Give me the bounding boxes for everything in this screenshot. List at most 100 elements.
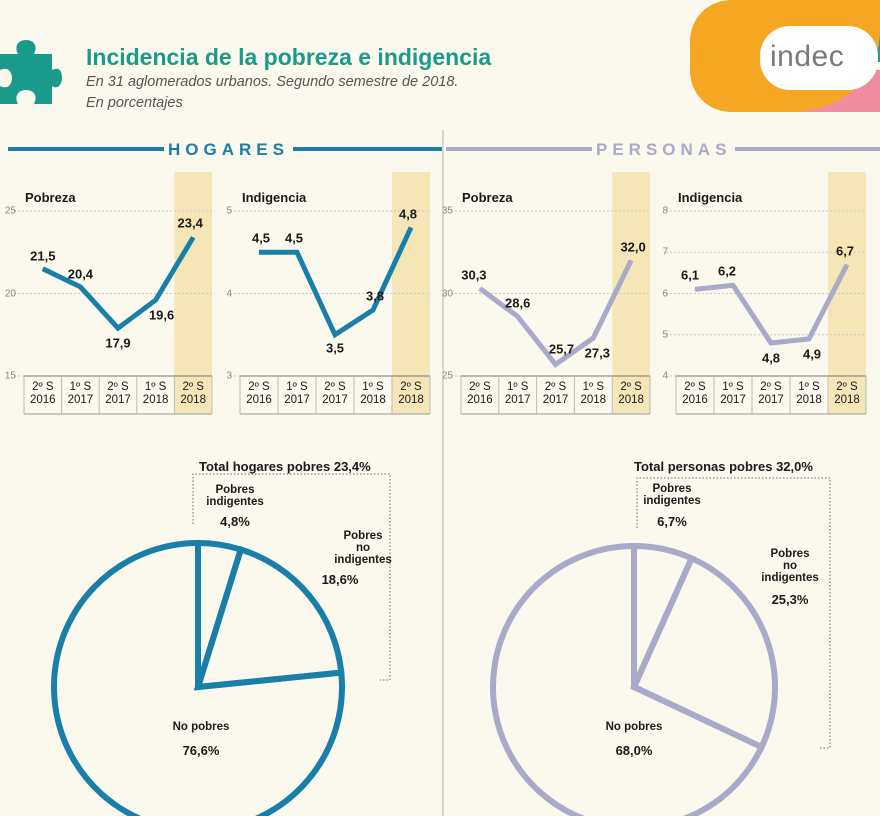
x-tick-label: 2º S 2016 xyxy=(682,381,708,406)
data-point xyxy=(694,288,696,290)
pie-slice xyxy=(193,545,345,691)
x-tick-label: 1º S 2017 xyxy=(67,381,94,406)
data-label: 28,6 xyxy=(505,295,531,311)
callout-bracket xyxy=(636,477,831,749)
pie-slice-label: No pobres xyxy=(172,721,230,733)
data-label: 20,4 xyxy=(67,266,94,282)
data-point xyxy=(732,284,734,286)
y-tick-label: 35 xyxy=(441,205,453,217)
x-tick-label: 2º S 2018 xyxy=(180,381,206,406)
data-label: 3,5 xyxy=(325,340,345,356)
x-tick-label: 1º S 2017 xyxy=(720,381,746,406)
data-label: 4,9 xyxy=(802,346,822,362)
x-tick-label: 1º S 2018 xyxy=(580,381,607,406)
x-tick-label: 2º S 2017 xyxy=(758,381,784,406)
x-tick-label: 1º S 2017 xyxy=(504,381,531,406)
indec-logo xyxy=(690,0,880,112)
logo-text: indec xyxy=(770,40,845,73)
x-tick-label: 1º S 2017 xyxy=(284,381,310,406)
data-label: 6,2 xyxy=(717,263,737,279)
pie-slice xyxy=(490,542,766,816)
pie-slice xyxy=(51,539,345,816)
data-point xyxy=(410,227,412,228)
y-tick-label: 7 xyxy=(662,246,668,258)
data-point xyxy=(592,337,594,339)
pie-slice-label: Pobres no indigentes xyxy=(761,548,819,584)
data-label: 27,3 xyxy=(584,345,610,361)
x-tick-label: 2º S 2018 xyxy=(398,381,424,406)
data-point xyxy=(770,342,772,344)
data-point xyxy=(79,286,81,288)
data-point xyxy=(808,338,810,340)
callout-bracket xyxy=(192,473,391,681)
pie-slice-value: 76,6% xyxy=(182,743,220,758)
data-label: 17,9 xyxy=(105,335,131,351)
x-tick-label: 1º S 2018 xyxy=(796,381,822,406)
pie-slice-label: Pobres indigentes xyxy=(643,483,701,507)
data-point xyxy=(258,251,260,253)
data-label: 4,5 xyxy=(284,230,304,246)
chart-title: Indigencia xyxy=(242,190,307,205)
data-label: 30,3 xyxy=(461,267,487,283)
data-point xyxy=(42,268,44,270)
data-label: 4,8 xyxy=(398,206,418,221)
chart-title: Pobreza xyxy=(462,190,513,205)
units-note: En porcentajes xyxy=(86,95,183,111)
y-tick-label: 4 xyxy=(662,370,668,382)
header: Incidencia de la pobreza e indigencia En… xyxy=(0,0,880,130)
data-point xyxy=(517,316,519,318)
data-label: 6,7 xyxy=(835,243,855,259)
puzzle-icon xyxy=(0,40,62,104)
data-point xyxy=(372,309,374,311)
y-tick-label: 5 xyxy=(662,329,668,341)
data-point xyxy=(192,236,194,238)
x-tick-label: 1º S 2018 xyxy=(360,381,386,406)
data-point xyxy=(846,264,848,266)
data-label: 4,8 xyxy=(761,350,781,366)
subtitle: En 31 aglomerados urbanos. Segundo semes… xyxy=(86,74,459,90)
y-tick-label: 8 xyxy=(662,205,668,217)
y-tick-label: 15 xyxy=(4,370,16,382)
chart-title: Indigencia xyxy=(678,190,743,205)
y-tick-label: 25 xyxy=(4,205,16,217)
data-point xyxy=(334,334,336,336)
pie-total-label: Total hogares pobres 23,4% xyxy=(199,459,371,474)
x-tick-label: 2º S 2016 xyxy=(30,381,56,406)
pie-slice-label: No pobres xyxy=(605,721,663,733)
x-tick-label: 2º S 2016 xyxy=(246,381,272,406)
data-label: 23,4 xyxy=(177,215,203,231)
pie-slice-value: 4,8% xyxy=(220,514,250,529)
data-label: 32,0 xyxy=(620,239,646,254)
section-title-hogares: HOGARES xyxy=(164,140,293,160)
x-tick-label: 2º S 2018 xyxy=(618,381,644,406)
data-label: 19,6 xyxy=(148,307,175,323)
series-line xyxy=(259,226,414,339)
data-point xyxy=(630,260,632,261)
highlight-column xyxy=(174,172,212,414)
pie-slice-value: 68,0% xyxy=(615,743,653,758)
logo-badge xyxy=(760,26,878,90)
data-label: 25,7 xyxy=(548,341,575,357)
data-point xyxy=(296,251,298,253)
y-tick-label: 25 xyxy=(441,370,453,382)
x-tick-label: 2º S 2016 xyxy=(467,381,493,406)
data-label: 21,5 xyxy=(30,248,56,264)
y-tick-label: 30 xyxy=(441,288,453,299)
data-point xyxy=(479,288,481,290)
pie-slice-label: Pobres no indigentes xyxy=(334,530,392,566)
pie-slice xyxy=(630,554,778,752)
pie-total-label: Total personas pobres 32,0% xyxy=(634,459,813,474)
x-tick-label: 2º S 2018 xyxy=(834,381,860,406)
x-tick-label: 2º S 2017 xyxy=(542,381,569,406)
page-title: Incidencia de la pobreza e indigencia xyxy=(86,44,492,70)
data-point xyxy=(555,363,556,365)
y-tick-label: 20 xyxy=(4,288,16,299)
x-tick-label: 1º S 2018 xyxy=(142,381,169,406)
y-tick-label: 4 xyxy=(226,288,232,299)
data-point xyxy=(155,299,157,301)
x-tick-label: 2º S 2017 xyxy=(322,381,348,406)
pie-slice-label: Pobres indigentes xyxy=(206,484,264,508)
chart-title: Pobreza xyxy=(25,190,76,205)
section-title-personas: PERSONAS xyxy=(592,140,736,160)
